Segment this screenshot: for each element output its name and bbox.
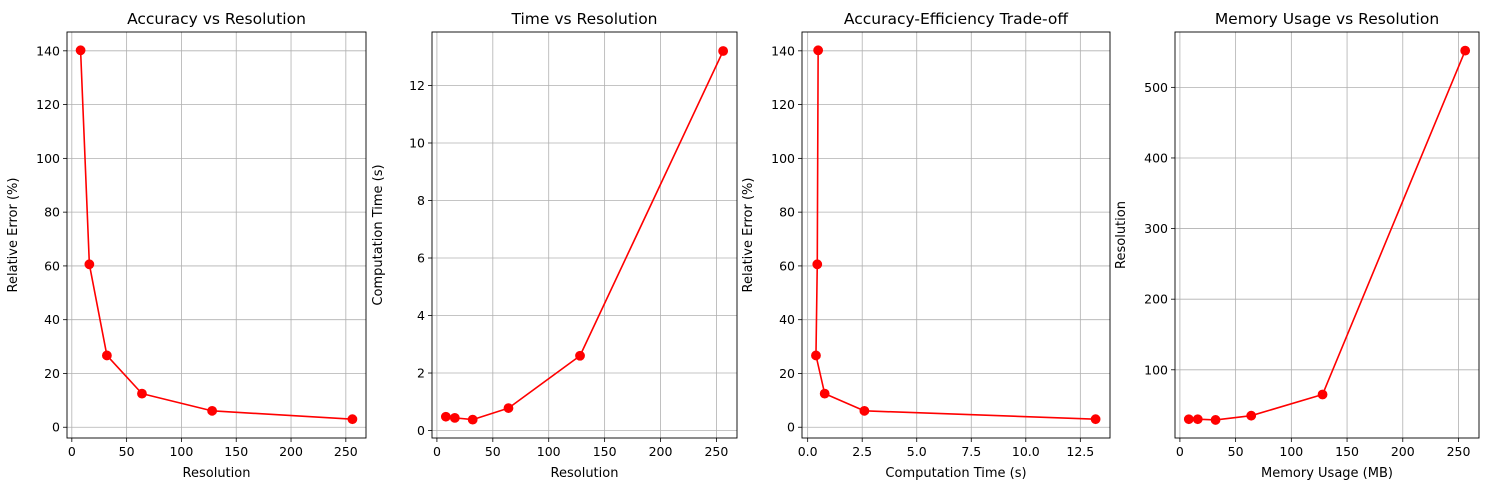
x-tick-label: 200 (1391, 444, 1415, 459)
x-tick-label: 100 (537, 444, 561, 459)
y-tick-label: 4 (417, 308, 425, 323)
x-tick-label: 0 (1176, 444, 1184, 459)
x-axis-label: Memory Usage (MB) (1261, 466, 1393, 481)
data-point (1317, 389, 1328, 400)
y-tick-label: 500 (1144, 80, 1168, 95)
y-tick-label: 140 (771, 43, 795, 58)
axes-frame (66, 31, 367, 439)
y-tick-label: 0 (52, 420, 60, 435)
axes-frame (1174, 31, 1480, 439)
x-tick-label: 150 (1335, 444, 1359, 459)
x-tick-label: 200 (279, 444, 303, 459)
x-tick-label: 250 (704, 444, 728, 459)
x-tick-label: 50 (485, 444, 501, 459)
data-point (1192, 414, 1203, 425)
y-tick-label: 0 (787, 420, 795, 435)
y-tick-label: 120 (771, 97, 795, 112)
y-tick-label: 60 (779, 258, 795, 273)
data-point (575, 350, 585, 361)
data-point (812, 259, 823, 270)
y-axis-label: Relative Error (%) (6, 178, 21, 293)
x-tick-label: 250 (334, 444, 358, 459)
y-tick-label: 100 (771, 151, 795, 166)
x-tick-label: 0.0 (798, 444, 818, 459)
chart-panel-1: 0 50 100 150 200 250 0 20 40 60 80 100 120 140 Accurac… (6, 10, 367, 481)
series-line (815, 50, 1096, 420)
chart-title: Memory Usage vs Resolution (1215, 10, 1439, 28)
x-tick-label: 0 (68, 444, 76, 459)
x-tick-label: 50 (119, 444, 135, 459)
y-tick-label: 20 (779, 366, 795, 381)
data-point (84, 259, 95, 270)
x-tick-label: 7.5 (961, 444, 981, 459)
chart-panel-2: 0 50 100 150 200 250 0 2 4 6 8 10 12 Time vs Resoluti… (371, 10, 738, 481)
data-point (207, 405, 218, 416)
data-point (449, 412, 460, 423)
y-tick-label: 10 (409, 135, 425, 150)
y-tick-label: 60 (44, 258, 60, 273)
x-axis-label: Resolution (551, 466, 619, 481)
y-tick-label: 80 (44, 205, 60, 220)
x-tick-label: 250 (1447, 444, 1471, 459)
data-point (1210, 415, 1221, 425)
x-tick-label: 100 (1279, 444, 1303, 459)
y-tick-label: 8 (417, 193, 425, 208)
data-point (1246, 410, 1257, 421)
y-axis-label: Relative Error (%) (741, 178, 756, 293)
data-point (75, 45, 86, 56)
chart-title: Accuracy-Efficiency Trade-off (844, 10, 1068, 28)
y-tick-label: 120 (36, 97, 60, 112)
y-tick-label: 0 (417, 423, 425, 438)
x-axis-label: Resolution (183, 466, 251, 481)
y-tick-label: 40 (44, 312, 60, 327)
data-point (1183, 414, 1194, 425)
data-point (137, 388, 147, 399)
y-tick-label: 2 (417, 366, 425, 381)
axes-frame (431, 31, 738, 439)
series-line (79, 50, 353, 420)
y-tick-label: 300 (1144, 221, 1168, 236)
chart-title: Time vs Resolution (510, 10, 657, 28)
chart-panel-3: 0.0 2.5 5.0 7.5 10.0 12.5 0 20 40 60 80 100 120 140 Ac… (741, 10, 1111, 481)
x-tick-label: 150 (593, 444, 617, 459)
y-axis-label: Resolution (1114, 201, 1129, 269)
x-tick-label: 12.5 (1066, 444, 1094, 459)
y-tick-label: 20 (44, 366, 60, 381)
data-point (101, 350, 112, 361)
x-tick-label: 100 (169, 444, 193, 459)
x-tick-label: 150 (224, 444, 248, 459)
x-tick-label: 2.5 (852, 444, 872, 459)
y-tick-label: 100 (1144, 362, 1168, 377)
data-point (1460, 45, 1471, 56)
data-point (440, 411, 451, 422)
data-point (859, 405, 870, 416)
y-axis-label: Computation Time (s) (371, 164, 386, 305)
y-tick-label: 12 (409, 78, 425, 93)
data-point (813, 45, 824, 56)
x-tick-label: 10.0 (1012, 444, 1040, 459)
data-point (1090, 414, 1101, 425)
x-tick-label: 200 (649, 444, 673, 459)
data-point (819, 388, 830, 399)
x-tick-label: 0 (433, 444, 441, 459)
x-tick-label: 50 (1228, 444, 1244, 459)
y-tick-label: 6 (417, 251, 425, 266)
y-tick-label: 80 (779, 205, 795, 220)
axes-frame (801, 31, 1111, 439)
y-tick-label: 400 (1144, 150, 1168, 165)
data-point (467, 414, 478, 425)
data-point (347, 414, 358, 425)
x-axis-label: Computation Time (s) (885, 466, 1026, 481)
data-point (811, 350, 821, 361)
chart-title: Accuracy vs Resolution (127, 10, 306, 28)
y-tick-label: 40 (779, 312, 795, 327)
y-tick-label: 100 (36, 151, 60, 166)
x-tick-label: 5.0 (907, 444, 927, 459)
y-tick-label: 200 (1144, 292, 1168, 307)
chart-panel-4: 0 50 100 150 200 250 100 200 300 400 500 Memory Usa… (1114, 10, 1480, 481)
data-point (718, 46, 729, 56)
data-point (503, 403, 514, 413)
y-tick-label: 140 (36, 43, 60, 58)
